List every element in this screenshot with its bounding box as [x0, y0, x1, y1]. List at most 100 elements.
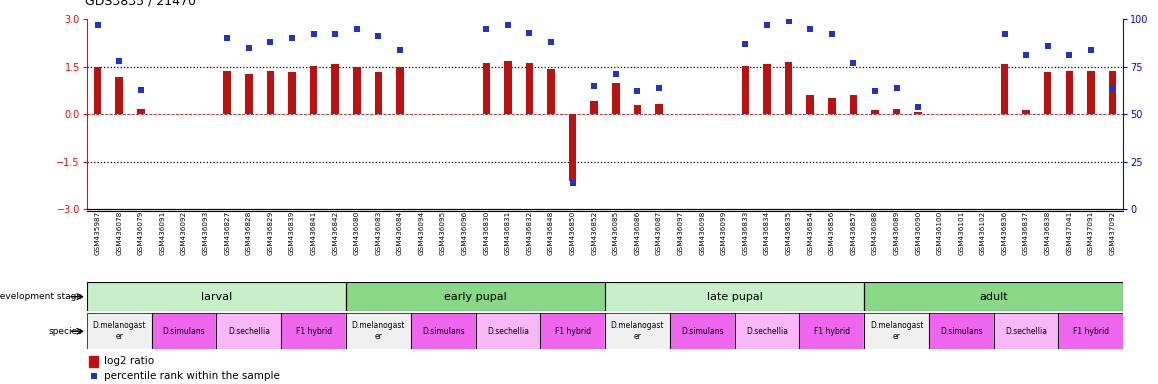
Text: GSM436088: GSM436088: [872, 211, 878, 255]
Text: D.melanogast
er: D.melanogast er: [610, 321, 665, 341]
Text: F1 hybrid: F1 hybrid: [814, 327, 850, 336]
Point: [887, 84, 906, 91]
Point: [607, 71, 625, 78]
Text: GSM436086: GSM436086: [635, 211, 640, 255]
Text: early pupal: early pupal: [445, 291, 507, 302]
Bar: [94, 67, 102, 114]
Bar: [1058, 313, 1123, 349]
Text: GSM436087: GSM436087: [657, 211, 662, 255]
Bar: [476, 313, 541, 349]
Text: GSM436097: GSM436097: [677, 211, 683, 255]
Point: [305, 31, 323, 38]
Text: D.sechellia: D.sechellia: [1005, 327, 1047, 336]
Text: GSM436091: GSM436091: [160, 211, 166, 255]
Bar: [245, 74, 252, 114]
Bar: [633, 105, 642, 114]
Point: [1104, 84, 1122, 91]
Point: [736, 41, 755, 47]
Text: GSM436089: GSM436089: [894, 211, 900, 255]
Bar: [548, 69, 555, 114]
Bar: [526, 63, 534, 114]
Text: GSM436100: GSM436100: [937, 211, 943, 255]
Bar: [569, 114, 577, 181]
Bar: [864, 313, 929, 349]
Bar: [87, 313, 152, 349]
Text: GSM437092: GSM437092: [1109, 211, 1115, 255]
Bar: [1065, 71, 1073, 114]
Text: GSM436095: GSM436095: [440, 211, 446, 255]
Text: GSM436841: GSM436841: [310, 211, 316, 255]
Text: adult: adult: [980, 291, 1007, 302]
Bar: [1087, 71, 1094, 114]
Text: GSM436828: GSM436828: [245, 211, 251, 255]
Point: [995, 31, 1013, 38]
Bar: [613, 83, 620, 114]
Text: F1 hybrid: F1 hybrid: [555, 327, 591, 336]
Bar: [606, 313, 669, 349]
Bar: [137, 109, 145, 114]
Bar: [864, 282, 1123, 311]
Text: GSM436080: GSM436080: [353, 211, 360, 255]
Bar: [374, 73, 382, 114]
Text: GSM436090: GSM436090: [915, 211, 921, 255]
Text: GSM436854: GSM436854: [807, 211, 813, 255]
Point: [564, 180, 582, 186]
Point: [88, 22, 107, 28]
Text: GSM436830: GSM436830: [483, 211, 490, 255]
Point: [650, 84, 668, 91]
Text: percentile rank within the sample: percentile rank within the sample: [103, 371, 279, 381]
Text: GSM437091: GSM437091: [1087, 211, 1094, 255]
Bar: [1023, 111, 1029, 114]
Bar: [1108, 71, 1116, 114]
Bar: [591, 101, 598, 114]
Text: GSM436827: GSM436827: [225, 211, 230, 255]
Point: [325, 31, 344, 38]
Bar: [799, 313, 864, 349]
Bar: [1001, 64, 1009, 114]
Bar: [476, 313, 541, 349]
Bar: [915, 112, 922, 114]
Bar: [346, 282, 606, 311]
Bar: [396, 67, 404, 114]
Bar: [763, 64, 771, 114]
Point: [909, 104, 928, 110]
Point: [628, 88, 646, 94]
Bar: [606, 313, 669, 349]
Bar: [669, 313, 734, 349]
Text: GSM436084: GSM436084: [397, 211, 403, 255]
Point: [110, 58, 129, 64]
Text: D.melanogast
er: D.melanogast er: [870, 321, 923, 341]
Bar: [266, 71, 274, 114]
Bar: [994, 313, 1058, 349]
Point: [801, 26, 820, 32]
Text: GSM435987: GSM435987: [95, 211, 101, 255]
Bar: [331, 64, 339, 114]
Bar: [828, 98, 836, 114]
Point: [369, 33, 388, 40]
Text: GSM436842: GSM436842: [332, 211, 338, 255]
Point: [261, 39, 279, 45]
Bar: [217, 313, 281, 349]
Text: GSM436837: GSM436837: [1024, 211, 1029, 255]
Text: GSM436083: GSM436083: [375, 211, 381, 255]
Point: [757, 22, 776, 28]
Bar: [411, 313, 476, 349]
Bar: [483, 63, 490, 114]
Bar: [87, 282, 346, 311]
Bar: [864, 282, 1123, 311]
Bar: [734, 313, 799, 349]
Text: larval: larval: [200, 291, 232, 302]
Text: GSM436832: GSM436832: [527, 211, 533, 255]
Point: [390, 46, 409, 53]
Text: GSM436101: GSM436101: [959, 211, 965, 255]
Bar: [893, 109, 900, 114]
Text: GSM436099: GSM436099: [720, 211, 727, 255]
Text: GSM436833: GSM436833: [742, 211, 748, 255]
Text: species: species: [49, 327, 82, 336]
Bar: [806, 94, 814, 114]
Text: GSM436078: GSM436078: [116, 211, 123, 255]
Point: [1017, 52, 1035, 58]
Text: log2 ratio: log2 ratio: [103, 356, 154, 366]
Point: [844, 60, 863, 66]
Bar: [411, 313, 476, 349]
